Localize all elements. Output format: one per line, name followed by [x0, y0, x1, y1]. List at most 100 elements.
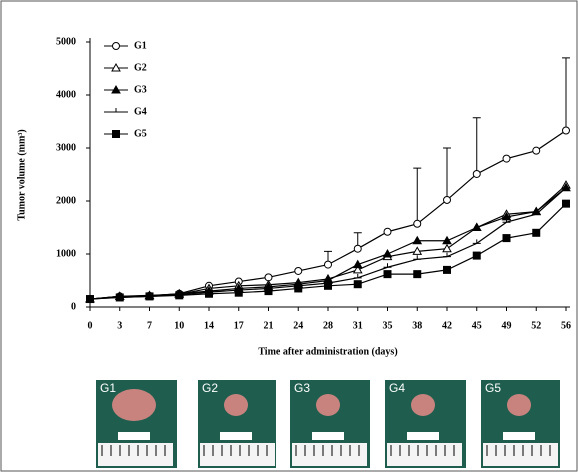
error-bar [413, 167, 422, 224]
ruler [292, 443, 367, 466]
photo-label: G3 [294, 381, 310, 395]
x-axis-label: Time after administration (days) [258, 346, 397, 357]
x-tick-label: 7 [147, 320, 152, 331]
marker [112, 130, 120, 138]
tumor [112, 389, 156, 421]
marker [86, 295, 94, 304]
y-axis-label: Tumor volume (mm³) [16, 129, 27, 220]
marker [112, 108, 120, 113]
marker [353, 273, 362, 279]
x-tick-label: 28 [323, 320, 333, 331]
marker [111, 84, 121, 94]
marker [443, 195, 451, 204]
marker [383, 263, 392, 268]
photo-label: G5 [485, 381, 501, 395]
marker [442, 235, 452, 245]
tag [503, 432, 535, 440]
tag [118, 432, 150, 440]
x-tick-label: 52 [531, 320, 541, 331]
y-tick-label: 0 [71, 301, 76, 312]
marker [471, 222, 482, 231]
x-tick-label: 38 [412, 320, 422, 331]
marker [562, 183, 570, 189]
legend-label: G4 [134, 106, 147, 117]
marker [413, 255, 422, 260]
marker [352, 264, 363, 274]
marker [324, 260, 332, 269]
marker [352, 259, 363, 269]
x-tick-label: 49 [502, 320, 512, 331]
marker [532, 228, 541, 237]
marker [111, 62, 121, 72]
marker [264, 287, 273, 296]
marker [383, 227, 392, 236]
x-tick-label: 24 [293, 320, 303, 331]
marker [382, 248, 393, 258]
ruler [483, 443, 558, 466]
marker [175, 291, 184, 300]
marker [294, 266, 303, 275]
ruler [387, 443, 462, 466]
marker [472, 169, 481, 178]
y-tick-label: 4000 [56, 89, 76, 100]
legend-label: G5 [134, 128, 147, 139]
y-tick-label: 1000 [56, 248, 76, 259]
x-tick-label: 14 [204, 320, 214, 331]
legend-label: G2 [134, 62, 147, 73]
y-tick-label: 2000 [56, 195, 76, 206]
marker [413, 270, 422, 279]
tumor [224, 394, 248, 416]
marker [145, 292, 154, 301]
marker [532, 146, 541, 155]
marker [472, 239, 481, 244]
photo-label: G4 [389, 381, 405, 395]
error-bar [472, 117, 481, 174]
x-tick-label: 31 [353, 320, 363, 331]
marker [353, 244, 362, 253]
marker [412, 246, 423, 255]
marker [502, 218, 511, 223]
x-tick-label: 10 [174, 320, 184, 331]
y-tick-label: 5000 [56, 36, 76, 47]
marker [294, 284, 303, 293]
y-tick-label: 3000 [56, 142, 76, 153]
marker [413, 219, 422, 228]
marker [562, 199, 570, 208]
marker [502, 234, 511, 243]
marker [353, 280, 362, 289]
marker [472, 251, 481, 260]
marker [502, 154, 511, 163]
marker [205, 289, 213, 298]
marker [324, 281, 332, 290]
x-tick-label: 35 [383, 320, 393, 331]
x-tick-label: 0 [88, 320, 93, 331]
marker [234, 288, 243, 297]
legend-label: G3 [134, 84, 147, 95]
tumor [316, 394, 340, 416]
tag [407, 432, 439, 440]
photo-label: G2 [202, 381, 218, 395]
x-tick-label: 21 [264, 320, 274, 331]
marker [443, 265, 451, 274]
tumor [507, 394, 531, 416]
x-tick-label: 56 [561, 320, 571, 331]
photo-label: G1 [100, 381, 116, 395]
marker [562, 126, 570, 135]
x-tick-label: 42 [442, 320, 452, 331]
ruler [98, 443, 173, 466]
marker [115, 293, 124, 302]
x-tick-label: 17 [234, 320, 244, 331]
marker [442, 243, 452, 253]
tag [312, 432, 344, 440]
tumor [411, 394, 435, 416]
marker [383, 270, 392, 279]
legend-label: G1 [134, 40, 147, 51]
ruler [200, 443, 275, 466]
x-tick-label: 3 [117, 320, 122, 331]
x-tick-label: 45 [472, 320, 482, 331]
marker [443, 252, 451, 258]
error-bar [443, 147, 451, 200]
marker [412, 235, 423, 245]
marker [112, 42, 120, 50]
